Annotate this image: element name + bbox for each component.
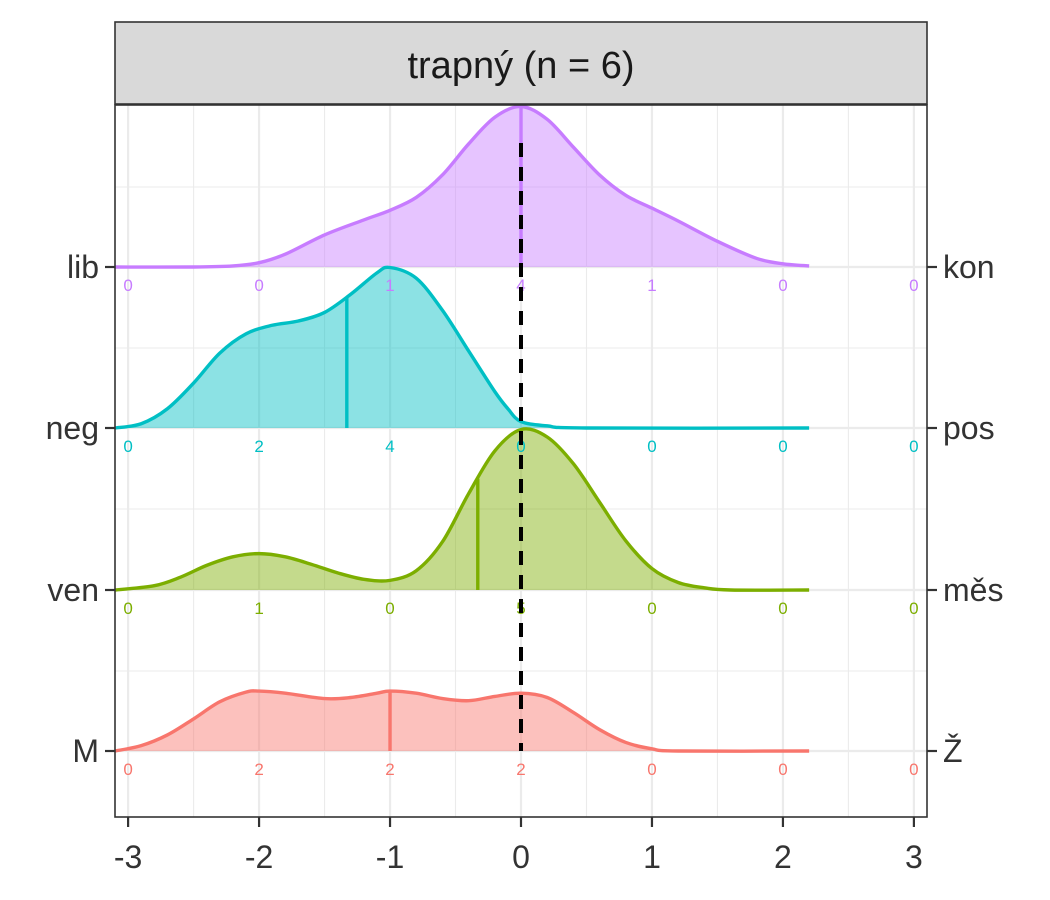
y-label-right: měs bbox=[943, 572, 1003, 608]
x-tick-label: 0 bbox=[512, 839, 530, 875]
count-label: 2 bbox=[254, 760, 263, 779]
count-label: 2 bbox=[385, 760, 394, 779]
y-axis-right: kon pos měs Ž bbox=[927, 249, 1003, 769]
count-label: 0 bbox=[385, 599, 394, 618]
count-label: 0 bbox=[647, 760, 656, 779]
count-label: 0 bbox=[254, 276, 263, 295]
count-label: 0 bbox=[778, 760, 787, 779]
count-label: 0 bbox=[909, 437, 918, 456]
x-tick-label: -2 bbox=[245, 839, 273, 875]
y-label-left: M bbox=[72, 733, 99, 769]
count-label: 1 bbox=[647, 276, 656, 295]
y-label-left: ven bbox=[47, 572, 99, 608]
ridge-outline bbox=[114, 265, 810, 430]
count-label: 1 bbox=[254, 599, 263, 618]
count-label: 0 bbox=[647, 599, 656, 618]
ridge-area bbox=[115, 106, 810, 268]
count-label: 0 bbox=[909, 276, 918, 295]
x-tick-label: -1 bbox=[376, 839, 404, 875]
ridge-M bbox=[114, 689, 810, 753]
y-label-left: neg bbox=[46, 410, 99, 446]
y-label-left: lib bbox=[67, 249, 99, 285]
y-label-right: Ž bbox=[943, 733, 963, 769]
count-label: 1 bbox=[385, 276, 394, 295]
count-label: 0 bbox=[778, 276, 787, 295]
count-label: 0 bbox=[516, 437, 525, 456]
ridge-ven bbox=[114, 427, 810, 592]
count-label: 0 bbox=[778, 437, 787, 456]
count-label: 2 bbox=[516, 760, 525, 779]
ridge-outline bbox=[114, 427, 810, 592]
count-label: 0 bbox=[909, 760, 918, 779]
series-group bbox=[114, 104, 810, 753]
count-label: 2 bbox=[254, 437, 263, 456]
ridge-neg bbox=[114, 265, 810, 430]
count-label: 0 bbox=[909, 599, 918, 618]
x-tick-label: -3 bbox=[114, 839, 142, 875]
count-label: 0 bbox=[647, 437, 656, 456]
ridge-area bbox=[115, 267, 810, 429]
strip-title: trapný (n = 6) bbox=[407, 45, 634, 87]
y-label-right: pos bbox=[943, 410, 995, 446]
count-label: 0 bbox=[123, 276, 132, 295]
y-axis-left: lib neg ven M bbox=[46, 249, 115, 769]
x-tick-label: 2 bbox=[774, 839, 792, 875]
count-label: 0 bbox=[778, 599, 787, 618]
x-tick-label: 3 bbox=[905, 839, 923, 875]
strip-background bbox=[114, 21, 928, 105]
count-label: 0 bbox=[123, 599, 132, 618]
count-label: 0 bbox=[123, 437, 132, 456]
ridge-outline bbox=[114, 104, 810, 269]
count-label: 0 bbox=[123, 760, 132, 779]
y-label-right: kon bbox=[943, 249, 995, 285]
count-label: 4 bbox=[516, 276, 525, 295]
ridge-outline bbox=[114, 689, 810, 753]
x-tick-label: 1 bbox=[643, 839, 661, 875]
ridge-area bbox=[115, 690, 810, 752]
count-label: 4 bbox=[385, 437, 394, 456]
x-axis: -3 -2 -1 0 1 2 3 bbox=[114, 817, 923, 875]
count-labels: 0014100024000001050000222000 bbox=[123, 276, 918, 779]
